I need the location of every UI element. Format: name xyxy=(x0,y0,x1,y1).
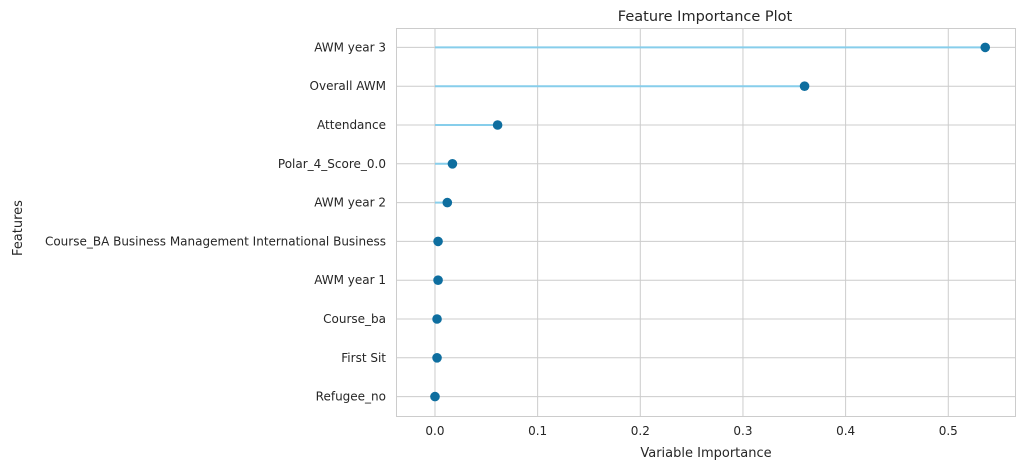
importance-marker xyxy=(447,159,458,169)
importance-marker xyxy=(432,314,442,324)
x-tick-label: 0.1 xyxy=(528,424,547,438)
plot-frame xyxy=(396,28,1016,417)
y-tick-label: Course_BA Business Management Internatio… xyxy=(45,234,386,248)
x-tick-label: 0.5 xyxy=(939,424,958,438)
y-tick-label: Attendance xyxy=(317,118,386,132)
y-tick-label: Overall AWM xyxy=(310,79,386,93)
importance-marker xyxy=(433,275,443,286)
chart-title: Feature Importance Plot xyxy=(618,9,793,25)
y-axis-label: Features xyxy=(11,200,26,256)
importance-marker xyxy=(492,120,503,130)
y-tick-label: AWM year 3 xyxy=(314,40,386,54)
importance-marker xyxy=(433,236,443,247)
importance-marker xyxy=(980,42,991,53)
importance-marker xyxy=(430,391,440,402)
y-tick-label: AWM year 2 xyxy=(314,196,386,210)
x-tick-label: 0.2 xyxy=(631,424,650,438)
y-tick-label: Polar_4_Score_0.0 xyxy=(278,157,386,171)
markers xyxy=(430,42,991,402)
y-tick-label: AWM year 1 xyxy=(314,273,386,287)
y-tick-labels: AWM year 3 Overall AWM Attendance Polar_4_S… xyxy=(45,40,386,403)
x-tick-label: 0.0 xyxy=(425,424,444,438)
x-tick-labels: 0.0 0.1 0.2 0.3 0.4 0.5 xyxy=(425,424,957,438)
x-tick-label: 0.3 xyxy=(733,424,752,438)
x-axis-label: Variable Importance xyxy=(640,446,771,461)
y-tick-label: Course_ba xyxy=(323,312,386,326)
y-tick-label: First Sit xyxy=(341,351,386,365)
y-tick-label: Refugee_no xyxy=(316,390,386,404)
importance-marker xyxy=(799,81,810,91)
importance-marker xyxy=(442,197,453,208)
x-tick-label: 0.4 xyxy=(836,424,855,438)
importance-marker xyxy=(432,353,442,363)
